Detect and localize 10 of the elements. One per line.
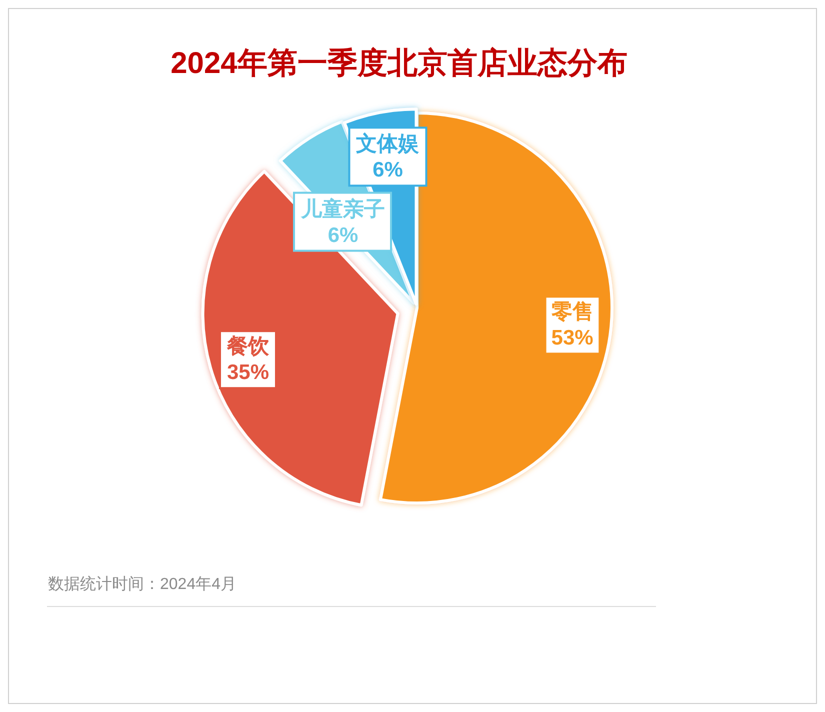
chart-title: 2024年第一季度北京首店业态分布 bbox=[170, 46, 628, 80]
data-label: 6% bbox=[328, 224, 359, 247]
data-label: 6% bbox=[372, 158, 404, 182]
slice-label: 文体娱 bbox=[355, 132, 420, 156]
slice-label: 零售 bbox=[551, 300, 594, 324]
text: 数据统计时间：2024年4月 bbox=[48, 575, 236, 593]
slice-label: 儿童亲子 bbox=[300, 196, 386, 221]
slice-label: 餐饮 bbox=[226, 335, 270, 358]
data-label: 35% bbox=[226, 361, 270, 384]
data-label: 53% bbox=[551, 326, 594, 350]
